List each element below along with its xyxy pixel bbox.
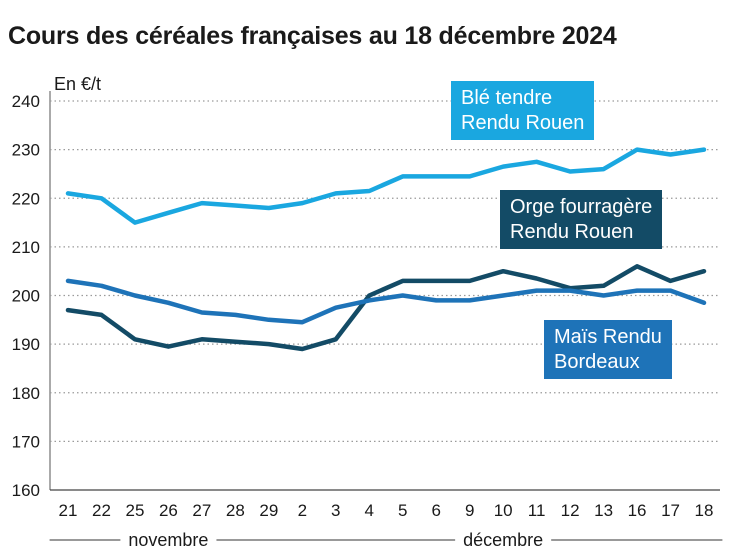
x-tick-label: 9 <box>465 501 474 520</box>
x-tick-label: 3 <box>331 501 340 520</box>
x-tick-label: 29 <box>259 501 278 520</box>
series-line-bl-tendre-rendu-rouen <box>65 147 707 225</box>
x-tick-label: 22 <box>92 501 111 520</box>
y-tick-label: 170 <box>12 432 40 451</box>
y-tick-label: 180 <box>12 384 40 403</box>
y-tick-label: 210 <box>12 238 40 257</box>
month-labels: novembre décembre <box>49 530 723 550</box>
x-tick-label: 16 <box>628 501 647 520</box>
legend-label-line: Bordeaux <box>554 351 640 373</box>
legend-mais: Maïs Rendu Bordeaux <box>544 320 672 379</box>
y-tick-label: 160 <box>12 481 40 500</box>
series-line-orge-fourrag-re-rendu-rouen <box>65 264 707 352</box>
x-tick-label: 21 <box>59 501 78 520</box>
legend-label-line: Maïs Rendu <box>554 326 662 348</box>
x-tick-label: 27 <box>192 501 211 520</box>
y-axis-unit-label: En €/t <box>54 74 101 94</box>
legend-label-line: Rendu Rouen <box>461 112 585 134</box>
y-tick-label: 230 <box>12 141 40 160</box>
series-lines <box>65 147 707 352</box>
legend-ble-tendre: Blé tendre Rendu Rouen <box>451 81 595 140</box>
x-tick-label: 12 <box>561 501 580 520</box>
series-line-ma-s-rendu-bordeaux <box>65 278 707 325</box>
chart-title: Cours des céréales françaises au 18 déce… <box>8 22 617 50</box>
y-tick-label: 220 <box>12 189 40 208</box>
x-tick-label: 25 <box>125 501 144 520</box>
x-tick-label: 18 <box>695 501 714 520</box>
month-label: décembre <box>463 530 543 550</box>
y-tick-label: 190 <box>12 335 40 354</box>
y-axis-ticks: 160 170 180 190 200 210 220 230 240 <box>12 92 40 500</box>
x-tick-label: 2 <box>298 501 307 520</box>
x-tick-label: 10 <box>494 501 513 520</box>
x-tick-label: 5 <box>398 501 407 520</box>
x-tick-label: 26 <box>159 501 178 520</box>
y-tick-label: 200 <box>12 287 40 306</box>
month-label: novembre <box>128 530 208 550</box>
y-tick-label: 240 <box>12 92 40 111</box>
x-tick-label: 13 <box>594 501 613 520</box>
x-tick-label: 6 <box>431 501 440 520</box>
x-tick-label: 28 <box>226 501 245 520</box>
x-tick-label: 11 <box>528 501 546 520</box>
x-tick-label: 17 <box>661 501 680 520</box>
x-tick-label: 4 <box>365 501 374 520</box>
legend-label-line: Orge fourragère <box>510 196 653 218</box>
legend-label-line: Rendu Rouen <box>510 221 634 243</box>
x-axis-ticks: 21 22 25 26 27 28 29 2 3 4 5 6 9 10 11 12 13 16 17 18 <box>59 501 714 520</box>
legend-orge-fourragere: Orge fourragère Rendu Rouen <box>500 190 663 249</box>
legend-label-line: Blé tendre <box>461 87 553 109</box>
